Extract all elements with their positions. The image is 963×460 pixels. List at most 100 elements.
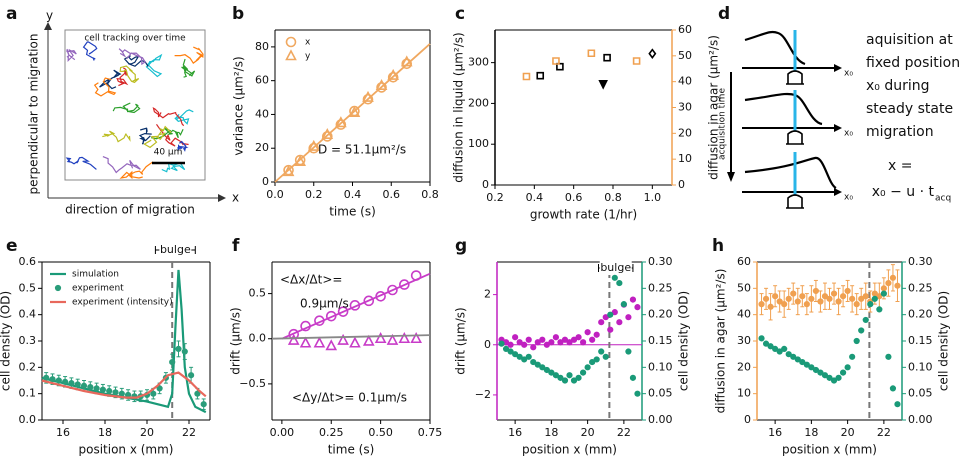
point [849, 295, 856, 302]
point [826, 374, 833, 381]
y2-tick-label: 0.25 [908, 281, 933, 294]
point [629, 374, 637, 381]
point [398, 332, 411, 344]
y-tick-label: 300 [468, 56, 489, 69]
y2-tick-label: 0.05 [908, 387, 933, 400]
point [607, 326, 614, 333]
y2-tick-label: 10 [678, 152, 692, 165]
x-tick-label: 0.4 [344, 188, 362, 201]
panel-letter: e [6, 236, 18, 256]
point [849, 353, 856, 360]
cell-track [99, 69, 122, 90]
point [512, 351, 519, 358]
x-tick-label: 18 [544, 426, 558, 439]
panel-letter: d [718, 4, 730, 24]
point [772, 293, 779, 300]
legend-label: simulation [72, 270, 119, 280]
point [534, 361, 541, 368]
x-axis-label: direction of migration [65, 203, 195, 217]
point [561, 377, 569, 384]
x-axis-label: growth rate (1/hr) [530, 208, 637, 222]
point [790, 290, 797, 297]
y2-tick-label: 0.15 [648, 334, 673, 347]
cell-track [93, 77, 117, 97]
point [767, 343, 774, 350]
description-line: migration [866, 124, 934, 140]
point [648, 48, 657, 59]
y-tick-label: 0.6 [19, 255, 37, 268]
point [399, 279, 410, 290]
panel-letter: c [455, 4, 465, 24]
cell-track [138, 127, 152, 145]
point [625, 348, 632, 355]
point [885, 279, 892, 287]
point [589, 336, 596, 343]
point [830, 377, 838, 384]
point [885, 353, 892, 360]
point [539, 336, 546, 343]
point [835, 374, 842, 381]
point [794, 356, 801, 363]
point [552, 57, 560, 65]
point [830, 290, 838, 297]
point [616, 279, 623, 287]
point [598, 80, 608, 90]
cell-track [174, 46, 204, 64]
point [803, 301, 810, 308]
point [539, 364, 546, 371]
x-tick-label: 16 [768, 426, 782, 439]
point [794, 298, 801, 305]
y-axis-label: diffusion in agar (μm²/s) [714, 269, 728, 414]
x-tick-label: 0.2 [486, 191, 504, 204]
y-axis-label: perpendicular to migration [27, 34, 41, 195]
point [68, 380, 75, 387]
point [758, 335, 765, 342]
point [156, 385, 163, 392]
point [821, 293, 829, 300]
pulse [744, 92, 823, 126]
point [758, 301, 765, 308]
point [530, 358, 537, 366]
cell-track [82, 41, 98, 61]
point [557, 374, 564, 381]
legend-swatch [285, 36, 297, 48]
legend-label: experiment (intensity) [72, 298, 173, 308]
legend-label: y [305, 52, 311, 62]
point [570, 336, 578, 343]
point [325, 339, 338, 351]
y2-tick-label: 0.25 [648, 281, 673, 294]
point [543, 341, 550, 348]
cell-track [150, 127, 184, 140]
point [607, 311, 614, 318]
y2-tick-label: 0.30 [648, 255, 673, 268]
point [362, 334, 375, 346]
point [616, 319, 623, 326]
y-axis-letter: y [46, 9, 53, 23]
point [386, 333, 399, 345]
x0-label: x₀ [844, 69, 853, 79]
point [844, 364, 851, 371]
point [894, 282, 901, 289]
point [512, 334, 519, 341]
point [308, 142, 320, 154]
detector [786, 70, 804, 85]
y-tick-label: 0.1 [19, 387, 37, 400]
cell-track [145, 53, 163, 78]
annotation: D = 51.1μm²/s [318, 143, 406, 157]
y-tick-label: 80 [255, 40, 269, 53]
point [808, 295, 815, 302]
point [387, 284, 398, 296]
y-tick-label: 20 [737, 360, 751, 373]
x-tick-label: 0.0 [266, 188, 284, 201]
point [593, 331, 600, 338]
y-tick-label: 30 [737, 334, 751, 347]
scale-bar-label: 40 μm [154, 148, 183, 158]
x-axis-label: position x (mm) [522, 443, 617, 457]
y-tick-label: 20 [255, 141, 269, 154]
y-tick-label: 60 [737, 255, 751, 268]
annotation: <Δx/Δt>= [280, 273, 342, 287]
x0-label: x₀ [844, 193, 853, 203]
arrow-head [834, 64, 842, 72]
x0-label: x₀ [844, 129, 853, 139]
point [584, 329, 591, 336]
